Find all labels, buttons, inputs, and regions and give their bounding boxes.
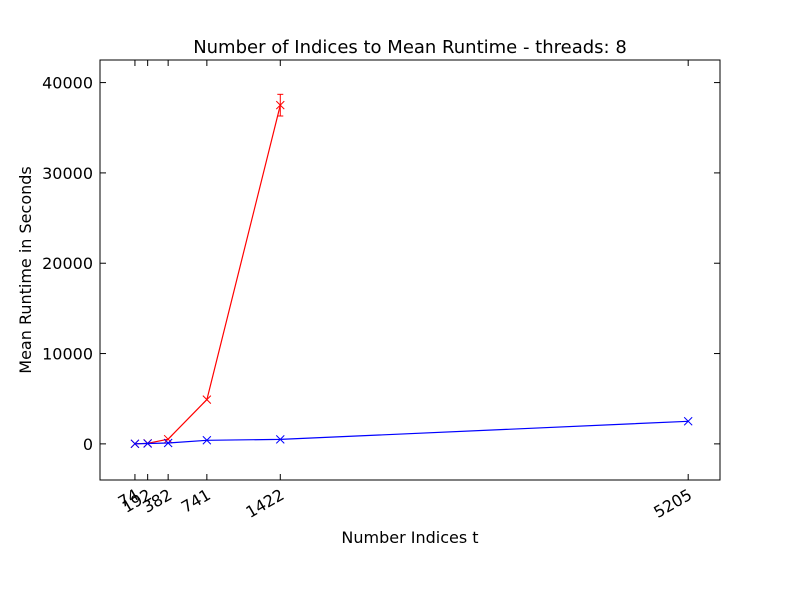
chart-title: Number of Indices to Mean Runtime - thre… bbox=[193, 37, 627, 58]
data-point bbox=[683, 416, 693, 426]
data-point bbox=[143, 439, 153, 448]
y-tick-label: 40000 bbox=[42, 74, 93, 93]
data-point bbox=[163, 434, 173, 444]
data-point bbox=[275, 100, 285, 110]
data-point bbox=[275, 435, 285, 444]
series-1 bbox=[130, 416, 693, 449]
y-tick-label: 0 bbox=[83, 435, 93, 454]
plot-area bbox=[99, 59, 721, 481]
series-layer bbox=[130, 93, 693, 449]
data-point bbox=[202, 435, 212, 445]
y-tick-label: 10000 bbox=[42, 345, 93, 364]
series-line bbox=[134, 420, 689, 445]
data-point bbox=[130, 439, 140, 449]
x-axis-label: Number Indices t bbox=[341, 528, 478, 547]
data-point bbox=[202, 395, 212, 404]
y-axis-label: Mean Runtime in Seconds bbox=[16, 166, 35, 373]
y-tick-label: 30000 bbox=[42, 164, 93, 183]
y-tick-label: 20000 bbox=[42, 254, 93, 273]
data-point bbox=[163, 438, 173, 448]
y-axis-ticks: 0 10000 20000 30000 40000 bbox=[42, 74, 720, 454]
